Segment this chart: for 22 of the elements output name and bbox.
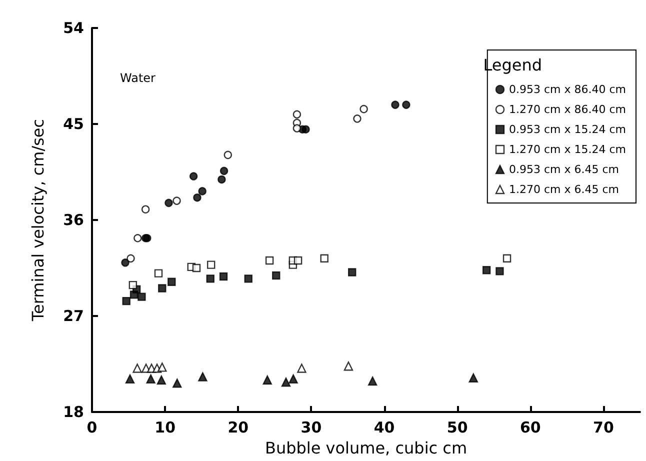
legend-label: 1.270 cm x 86.40 cm xyxy=(508,103,626,116)
legend-label: 0.953 cm x 6.45 cm xyxy=(508,163,620,176)
y-tick-label: 36 xyxy=(63,211,84,229)
legend-label: 0.953 cm x 15.24 cm xyxy=(508,123,626,136)
x-tick-label: 60 xyxy=(520,418,541,436)
x-tick-label: 50 xyxy=(446,418,468,436)
x-axis-title: Bubble volume, cubic cm xyxy=(264,438,468,458)
x-tick-label: 0 xyxy=(86,418,98,436)
y-tick-label: 18 xyxy=(63,403,84,421)
x-tick-label: 20 xyxy=(228,418,249,436)
x-tick-label: 30 xyxy=(300,418,322,436)
y-tick-label: 27 xyxy=(63,307,84,325)
y-tick-label: 54 xyxy=(63,19,84,37)
legend-label: 1.270 cm x 15.24 cm xyxy=(508,143,626,156)
legend-label: 0.953 cm x 86.40 cm xyxy=(508,83,626,96)
annotation: Water xyxy=(120,71,156,85)
y-tick-label: 45 xyxy=(63,115,84,133)
x-tick-label: 40 xyxy=(374,418,395,436)
y-axis-title: Terminal velocity, cm/sec xyxy=(28,118,48,322)
x-tick-label: 10 xyxy=(154,418,176,436)
legend-label: 1.270 cm x 6.45 cm xyxy=(508,183,620,196)
x-tick-label: 70 xyxy=(593,418,614,436)
